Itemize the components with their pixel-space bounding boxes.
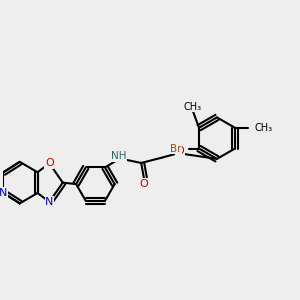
Text: Br: Br (170, 143, 181, 154)
Text: CH₃: CH₃ (254, 123, 272, 133)
Text: O: O (140, 179, 148, 189)
Text: CH₃: CH₃ (184, 102, 202, 112)
Text: N: N (45, 197, 54, 207)
Text: O: O (45, 158, 54, 168)
Text: O: O (176, 146, 184, 156)
Text: NH: NH (111, 151, 126, 161)
Text: N: N (0, 188, 8, 198)
